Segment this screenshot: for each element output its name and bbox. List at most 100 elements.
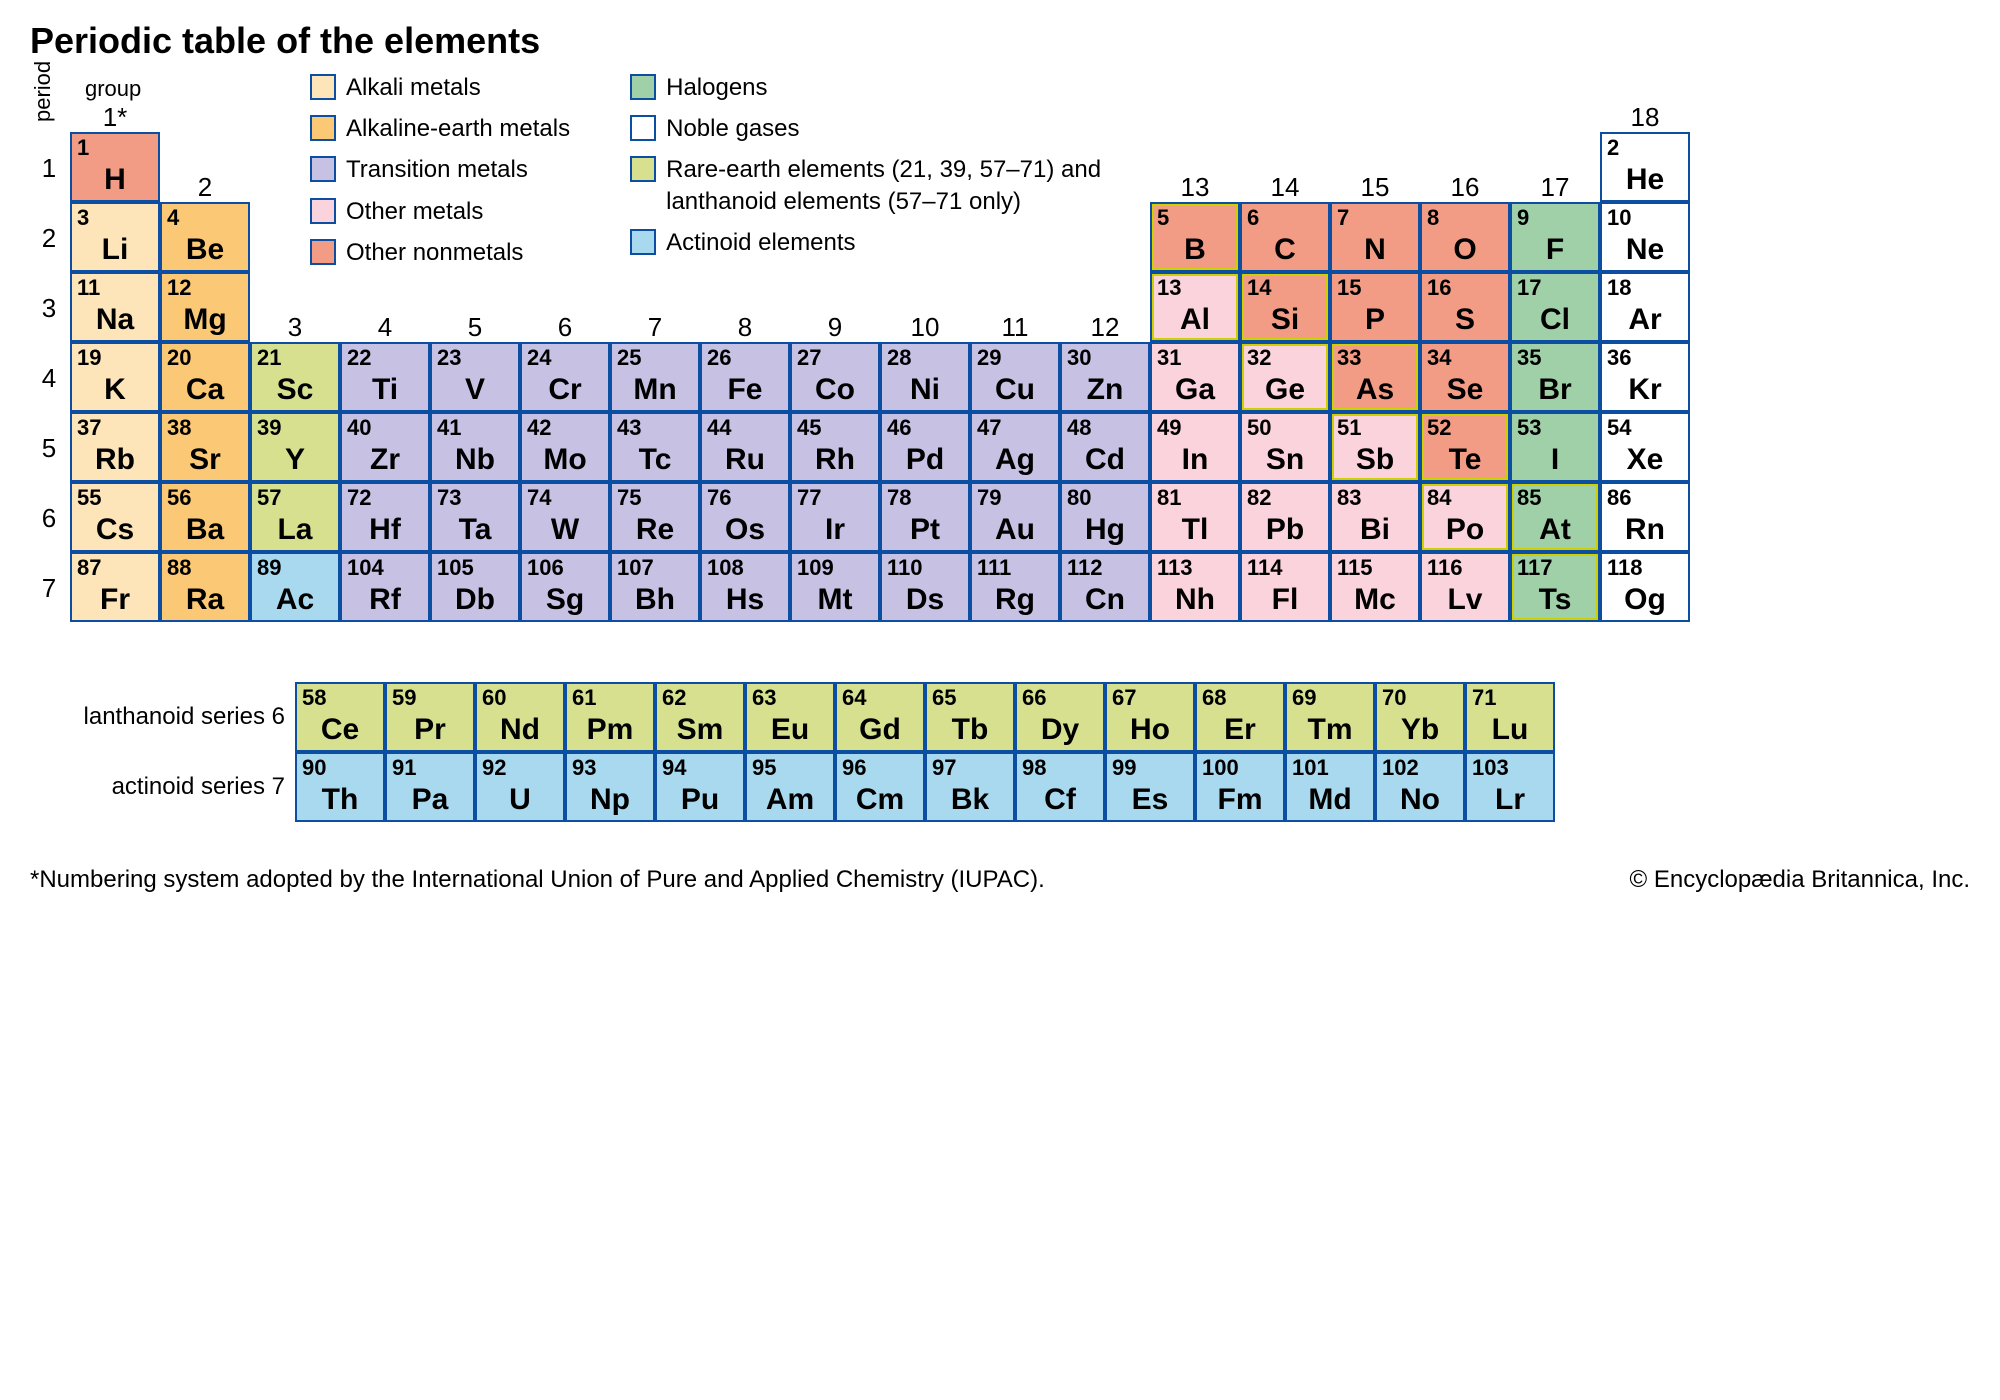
element-symbol: Sr (167, 443, 243, 477)
element-symbol: Sg (527, 583, 603, 617)
element-cell-I: 53I (1510, 412, 1600, 482)
element-cell-Ds: 110Ds (880, 552, 970, 622)
atomic-number: 110 (887, 557, 963, 579)
element-cell-Ho: 67Ho (1105, 682, 1195, 752)
element-cell-Po: 84Po (1420, 482, 1510, 552)
atomic-number: 89 (257, 557, 333, 579)
atomic-number: 22 (347, 347, 423, 369)
atomic-number: 64 (842, 687, 918, 709)
element-symbol: Mn (617, 373, 693, 407)
element-cell-Kr: 36Kr (1600, 342, 1690, 412)
atomic-number: 34 (1427, 347, 1503, 369)
element-symbol: Ac (257, 583, 333, 617)
atomic-number: 2 (1607, 137, 1683, 159)
group-number: 1* (70, 102, 160, 133)
element-symbol: Nb (437, 443, 513, 477)
element-cell-Ac: 89 Ac (250, 552, 340, 622)
atomic-number: 27 (797, 347, 873, 369)
element-symbol: Fe (707, 373, 783, 407)
atomic-number: 37 (77, 417, 153, 439)
element-cell-Ca: 20Ca (160, 342, 250, 412)
element-symbol: Os (707, 513, 783, 547)
element-symbol: W (527, 513, 603, 547)
atomic-number: 18 (1607, 277, 1683, 299)
atomic-number: 108 (707, 557, 783, 579)
atomic-number: 38 (167, 417, 243, 439)
atomic-number: 62 (662, 687, 738, 709)
element-cell-Cs: 55Cs (70, 482, 160, 552)
atomic-number: 82 (1247, 487, 1323, 509)
period-number: 4 (34, 363, 64, 394)
atomic-number: 91 (392, 757, 468, 779)
element-symbol: Ge (1247, 373, 1323, 407)
element-cell-Lv: 116Lv (1420, 552, 1510, 622)
element-cell-V: 23V (430, 342, 520, 412)
element-symbol: Sn (1247, 443, 1323, 477)
period-number: 2 (34, 223, 64, 254)
element-symbol: Te (1427, 443, 1503, 477)
element-cell-Ti: 22Ti (340, 342, 430, 412)
element-symbol: Rn (1607, 513, 1683, 547)
element-cell-Cf: 98Cf (1015, 752, 1105, 822)
group-number: 4 (340, 312, 430, 343)
element-symbol: Ar (1607, 303, 1683, 337)
atomic-number: 98 (1022, 757, 1098, 779)
atomic-number: 11 (77, 277, 153, 299)
element-symbol: Pr (392, 713, 468, 747)
element-symbol: Sb (1337, 443, 1413, 477)
element-cell-Br: 35Br (1510, 342, 1600, 412)
periodic-table-container: period group Alkali metalsAlkaline-earth… (30, 82, 1970, 842)
atomic-number: 31 (1157, 347, 1233, 369)
element-cell-Ts: 117Ts (1510, 552, 1600, 622)
element-symbol: Cm (842, 783, 918, 817)
group-number: 2 (160, 172, 250, 203)
atomic-number: 45 (797, 417, 873, 439)
atomic-number: 15 (1337, 277, 1413, 299)
element-symbol: H (77, 163, 153, 197)
group-number: 18 (1600, 102, 1690, 133)
element-cell-Se: 34Se (1420, 342, 1510, 412)
element-cell-La: 57La (250, 482, 340, 552)
element-cell-Cn: 112Cn (1060, 552, 1150, 622)
element-cell-Np: 93Np (565, 752, 655, 822)
series-label: lanthanoid series 6 (70, 703, 285, 731)
element-cell-Be: 4 Be (160, 202, 250, 272)
element-cell-Db: 105Db (430, 552, 520, 622)
element-symbol: O (1427, 233, 1503, 267)
element-symbol: He (1607, 163, 1683, 197)
element-symbol: Lu (1472, 713, 1548, 747)
atomic-number: 71 (1472, 687, 1548, 709)
atomic-number: 29 (977, 347, 1053, 369)
element-symbol: Ta (437, 513, 513, 547)
element-cell-Mc: 115Mc (1330, 552, 1420, 622)
element-symbol: Zn (1067, 373, 1143, 407)
element-symbol: Kr (1607, 373, 1683, 407)
atomic-number: 102 (1382, 757, 1458, 779)
element-cell-Bk: 97Bk (925, 752, 1015, 822)
element-cell-Mo: 42Mo (520, 412, 610, 482)
atomic-number: 23 (437, 347, 513, 369)
element-symbol: Ni (887, 373, 963, 407)
atomic-number: 113 (1157, 557, 1233, 579)
atomic-number: 52 (1427, 417, 1503, 439)
element-symbol: Nd (482, 713, 558, 747)
element-cell-S: 16S (1420, 272, 1510, 342)
atomic-number: 51 (1337, 417, 1413, 439)
element-cell-Ru: 44Ru (700, 412, 790, 482)
element-symbol: Be (167, 233, 243, 267)
element-cell-C: 6C (1240, 202, 1330, 272)
atomic-number: 4 (167, 207, 243, 229)
atomic-number: 77 (797, 487, 873, 509)
periodic-grid: 1*2345678910111213141516171812345671H2He… (70, 82, 1694, 842)
element-cell-Am: 95Am (745, 752, 835, 822)
element-cell-Ge: 32Ge (1240, 342, 1330, 412)
element-cell-Es: 99Es (1105, 752, 1195, 822)
period-number: 1 (34, 153, 64, 184)
group-number: 10 (880, 312, 970, 343)
element-symbol: Sc (257, 373, 333, 407)
element-symbol: Dy (1022, 713, 1098, 747)
atomic-number: 48 (1067, 417, 1143, 439)
element-cell-Fe: 26Fe (700, 342, 790, 412)
element-cell-K: 19K (70, 342, 160, 412)
element-symbol: Lv (1427, 583, 1503, 617)
